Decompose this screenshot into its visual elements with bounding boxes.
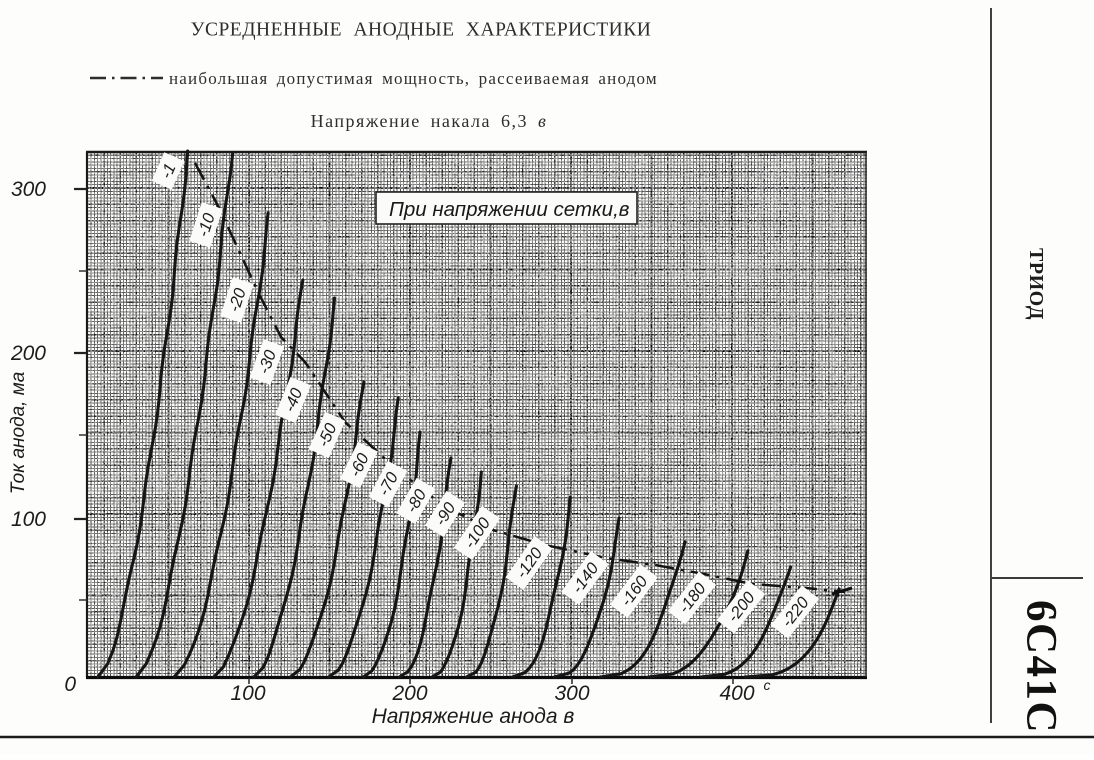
svg-text:При напряжении сетки,в: При напряжении сетки,в [389, 198, 630, 221]
svg-text:-1: -1 [157, 161, 179, 182]
svg-text:УСРЕДНЕННЫЕ АНОДНЫЕ ХАРАКТЕРИС: УСРЕДНЕННЫЕ АНОДНЫЕ ХАРАКТЕРИСТИКИ [191, 20, 652, 41]
svg-text:Напряжение анода в: Напряжение анода в [372, 705, 575, 728]
svg-text:ТРИОД: ТРИОД [1025, 248, 1047, 320]
svg-text:300: 300 [11, 178, 46, 201]
svg-text:Ток анода, ма: Ток анода, ма [8, 372, 29, 495]
svg-text:наибольшая допустимая мощность: наибольшая допустимая мощность, рассеива… [169, 69, 658, 88]
svg-text:6С41С: 6С41С [1018, 600, 1065, 734]
svg-text:200: 200 [391, 682, 427, 705]
svg-text:с: с [764, 677, 771, 693]
svg-text:100: 100 [230, 682, 265, 705]
svg-text:100: 100 [11, 508, 46, 531]
svg-text:Напряжение накала 6,3 в: Напряжение накала 6,3 в [311, 111, 548, 131]
svg-text:300: 300 [554, 682, 589, 705]
svg-text:400: 400 [719, 682, 754, 705]
svg-text:0: 0 [64, 673, 76, 696]
svg-text:200: 200 [10, 342, 46, 365]
